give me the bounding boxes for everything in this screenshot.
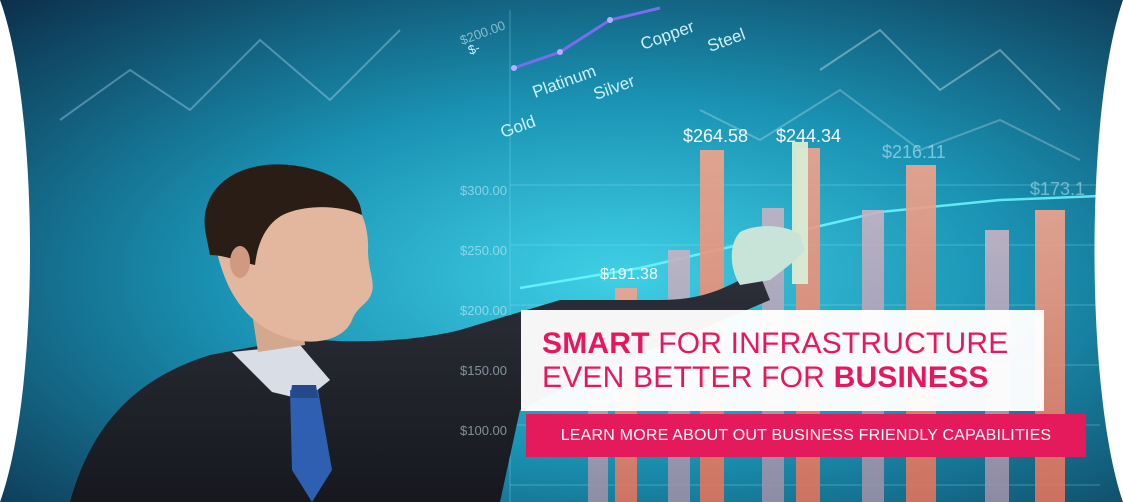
chart-axis-label: $250.00 <box>460 243 507 258</box>
headline-line-2: EVEN BETTER FOR BUSINESS <box>542 361 1044 395</box>
chart-axis-label: $200.00 <box>460 303 507 318</box>
headline-emphasis: BUSINESS <box>833 361 989 394</box>
bar-value-label: $244.34 <box>776 126 841 146</box>
headline-box: SMART FOR INFRASTRUCTURE EVEN BETTER FOR… <box>521 310 1044 411</box>
headline-text: EVEN BETTER FOR <box>542 361 834 394</box>
chart-axis-label: $300.00 <box>460 183 507 198</box>
bar-value-label: $216.11 <box>882 142 946 162</box>
learn-more-button[interactable]: LEARN MORE ABOUT OUT BUSINESS FRIENDLY C… <box>526 414 1086 457</box>
headline-text: FOR INFRASTRUCTURE <box>649 327 1009 360</box>
chart-axis-label: $100.00 <box>460 423 507 438</box>
chart-axis-label: $- <box>466 40 482 58</box>
bar-value-label: $264.58 <box>683 126 748 146</box>
headline-emphasis: SMART <box>542 327 650 360</box>
chart-axis-label: $150.00 <box>460 363 507 378</box>
headline-line-1: SMART FOR INFRASTRUCTURE <box>542 327 1044 361</box>
bar-value-label: $173.1 <box>1030 179 1085 199</box>
bar-value-label: $191.38 <box>600 266 658 283</box>
